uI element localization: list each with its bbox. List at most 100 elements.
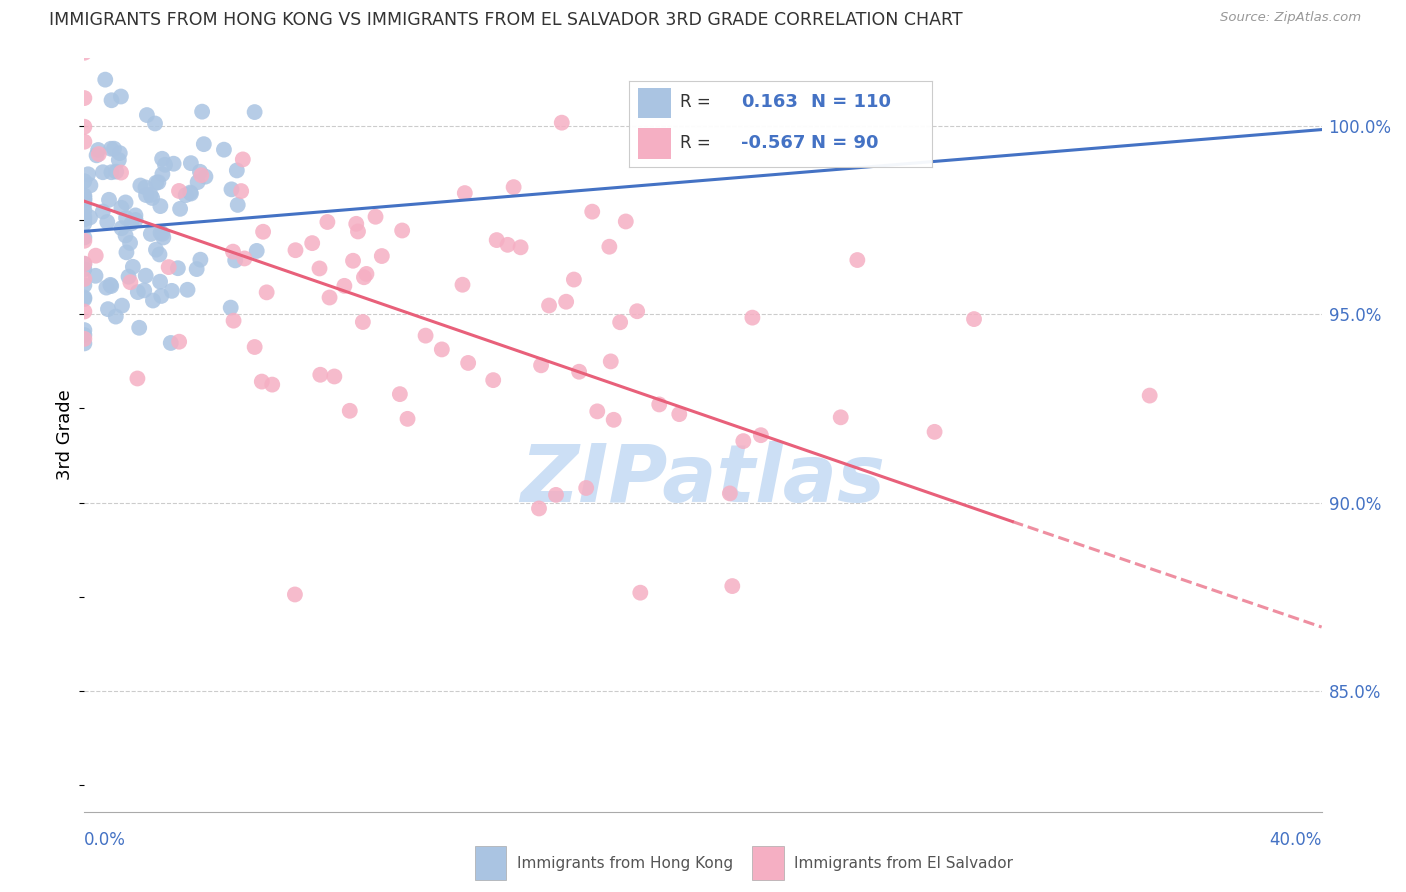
Text: 40.0%: 40.0% (1270, 830, 1322, 848)
Text: IMMIGRANTS FROM HONG KONG VS IMMIGRANTS FROM EL SALVADOR 3RD GRADE CORRELATION C: IMMIGRANTS FROM HONG KONG VS IMMIGRANTS … (49, 11, 963, 29)
Point (301, 236, 323, 251)
Point (94, 72, 117, 87)
Point (152, 230, 174, 244)
Point (96, 215, 118, 229)
Point (262, 377, 284, 392)
Point (193, 137, 215, 152)
Point (73, 336, 96, 351)
Point (544, 488, 567, 502)
Point (741, 310, 763, 325)
Point (100, 93, 122, 107)
Point (219, 301, 242, 315)
Point (87, 147, 110, 161)
Point (89, 38, 111, 53)
Point (323, 369, 346, 384)
Point (308, 261, 330, 276)
Point (186, 262, 208, 277)
Point (581, 204, 603, 219)
Point (127, 285, 149, 299)
Point (333, 278, 356, 293)
Point (91, 204, 114, 219)
Point (231, 184, 253, 198)
Point (73, 135, 96, 149)
Point (224, 253, 246, 268)
Point (73, 212, 96, 227)
Point (243, 340, 266, 354)
Text: Immigrants from Hong Kong: Immigrants from Hong Kong (517, 855, 733, 871)
Point (391, 223, 413, 237)
Point (344, 217, 367, 231)
Point (180, 156, 202, 170)
Point (221, 182, 243, 196)
Point (73, 188, 96, 202)
Point (153, 158, 176, 172)
Point (100, 279, 122, 293)
Point (121, 216, 143, 230)
Point (318, 291, 340, 305)
Point (73, 91, 96, 105)
Point (84, 268, 107, 283)
Text: ZIPatlas: ZIPatlas (520, 441, 886, 519)
Point (73, 332, 96, 346)
FancyBboxPatch shape (638, 128, 671, 159)
Point (167, 184, 190, 198)
Point (222, 244, 245, 259)
Point (284, 587, 307, 601)
Point (224, 31, 246, 45)
Point (551, 116, 574, 130)
Point (98, 193, 121, 207)
Point (120, 235, 142, 250)
Point (190, 168, 212, 182)
Point (134, 284, 156, 298)
Point (555, 294, 578, 309)
Point (108, 146, 131, 161)
Point (718, 486, 741, 500)
Point (100, 165, 122, 179)
Point (73, 278, 96, 293)
Point (316, 215, 339, 229)
Point (143, 116, 166, 130)
Point (108, 153, 131, 167)
Point (233, 252, 256, 266)
Point (575, 481, 598, 495)
Point (110, 89, 132, 103)
Point (77, 167, 100, 181)
Point (598, 240, 620, 254)
Point (145, 176, 167, 190)
Point (135, 108, 157, 122)
Point (496, 237, 519, 252)
Point (430, 343, 453, 357)
Point (364, 210, 387, 224)
Point (527, 501, 550, 516)
Y-axis label: 3rd Grade: 3rd Grade (56, 390, 75, 480)
Point (167, 334, 190, 349)
Point (602, 413, 624, 427)
Point (124, 213, 146, 227)
FancyBboxPatch shape (475, 846, 506, 880)
FancyBboxPatch shape (752, 846, 785, 880)
Text: N = 110: N = 110 (811, 94, 890, 112)
FancyBboxPatch shape (638, 87, 671, 118)
Point (454, 186, 477, 200)
Point (352, 315, 374, 329)
Point (111, 299, 134, 313)
Text: 0.163: 0.163 (741, 94, 797, 112)
Point (284, 244, 307, 258)
Point (149, 199, 172, 213)
Point (538, 299, 561, 313)
Point (256, 285, 278, 300)
Point (963, 312, 986, 326)
Point (309, 368, 332, 382)
Point (73, 257, 96, 271)
Point (339, 404, 361, 418)
Point (149, 226, 172, 240)
Point (110, 221, 132, 235)
Point (141, 191, 163, 205)
Point (103, 142, 125, 156)
Point (79, 211, 101, 225)
Point (91, 165, 114, 179)
Point (188, 165, 211, 179)
Point (371, 249, 394, 263)
Point (96, 280, 118, 294)
Text: -0.567: -0.567 (741, 134, 806, 152)
